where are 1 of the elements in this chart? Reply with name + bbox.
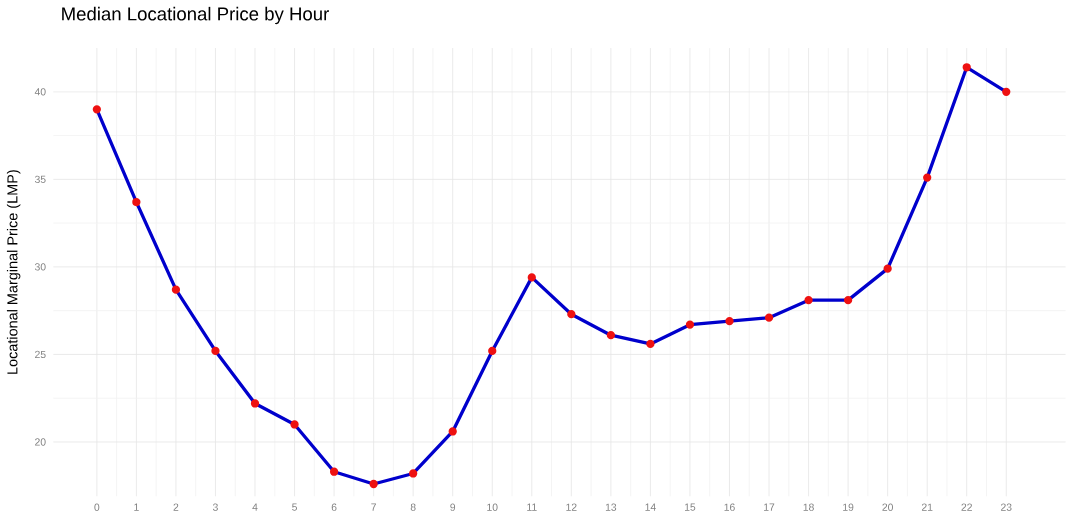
- chart-title: Median Locational Price by Hour: [62, 7, 329, 25]
